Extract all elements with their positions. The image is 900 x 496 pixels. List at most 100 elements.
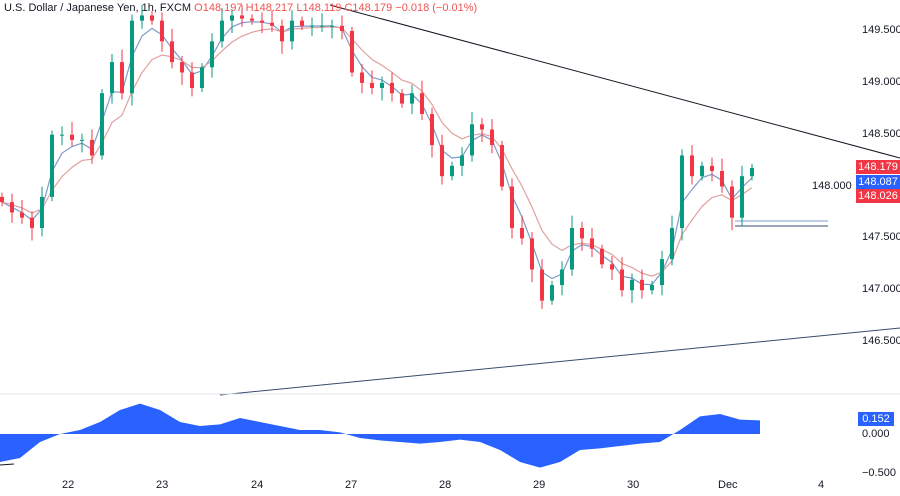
candle-body [210, 41, 214, 68]
price-tag-ema-slow: 148.026 [856, 189, 900, 203]
low-value: L148.119 [296, 2, 342, 14]
candle-body [420, 93, 424, 114]
candle-body [350, 31, 354, 73]
candle-body [700, 165, 704, 177]
x-tick-label: 29 [533, 479, 546, 491]
candle-body [140, 15, 144, 21]
candle-body [550, 285, 554, 301]
candle-body [470, 124, 474, 156]
candle-body [670, 228, 674, 260]
candle-body [160, 20, 164, 42]
candle-body [170, 41, 174, 63]
candle-body [530, 238, 534, 270]
candle-body [560, 269, 564, 286]
candle-body [290, 20, 294, 42]
candle-body [0, 196, 4, 203]
candle-body [430, 113, 434, 146]
candle-body [70, 134, 74, 140]
candle-body [440, 145, 444, 177]
candle-body [690, 155, 694, 177]
candle-body [100, 93, 104, 156]
candle-body [260, 20, 264, 23]
candle-body [20, 212, 24, 218]
candle-body [200, 67, 204, 89]
candle-body [390, 82, 394, 94]
candle-body [730, 186, 734, 218]
candle-body [60, 134, 64, 136]
candle-body [480, 124, 484, 130]
candle-body [500, 145, 504, 187]
candle-body [120, 62, 124, 94]
candle-body [750, 167, 754, 177]
candle-body [80, 139, 84, 141]
candle-body [250, 18, 254, 21]
x-tick-label: 28 [439, 479, 452, 491]
candle-body [190, 72, 194, 89]
oscillator-area [0, 403, 760, 468]
candle-body [680, 155, 684, 229]
y-tick-label: 148.000 [812, 179, 852, 192]
candle-body [280, 25, 284, 42]
candle-body [230, 15, 234, 21]
candle-body [340, 25, 344, 31]
candle-body [640, 279, 644, 291]
y-tick-label: 148.500 [862, 127, 900, 140]
candle-body [150, 15, 154, 21]
candle-body [450, 165, 454, 177]
candle-body [180, 62, 184, 73]
osc-tick-label: 0.000 [862, 428, 890, 440]
price-tag-ema-fast: 148.087 [856, 175, 900, 189]
x-tick-label: 24 [251, 479, 264, 491]
y-tick-label: 149.500 [862, 24, 900, 36]
candle-body [360, 72, 364, 83]
ema-slow-line [1, 26, 753, 277]
candle-body [310, 25, 314, 27]
close-value: C148.179 [344, 2, 393, 14]
candle-body [600, 248, 604, 265]
trend-line-upper [329, 4, 900, 159]
osc-tick-label: −0.500 [862, 467, 896, 479]
candle-body [580, 228, 584, 239]
candle-body [50, 134, 54, 197]
y-tick-label: 146.500 [862, 335, 900, 348]
candle-body [740, 176, 744, 218]
candle-body [110, 62, 114, 94]
candle-body [380, 82, 384, 89]
change-value: −0.018 (−0.01%) [395, 2, 478, 14]
x-tick-label: Dec [718, 479, 738, 491]
y-tick-label: 149.000 [862, 75, 900, 88]
candle-body [330, 25, 334, 27]
candle-body [650, 285, 654, 291]
high-value: H148.217 [245, 2, 294, 14]
open-value: O148.197 [194, 2, 243, 14]
price-tag-last: 148.179 [856, 160, 900, 174]
candle-body [710, 165, 714, 171]
oscillator-marker [0, 463, 15, 466]
y-tick-label: 147.500 [862, 231, 900, 244]
candle-body [270, 22, 274, 26]
y-tick-label: 147.000 [862, 283, 900, 296]
candle-body [460, 155, 464, 166]
osc-tag: 0.152 [858, 412, 894, 426]
candle-body [630, 279, 634, 291]
candle-body [590, 238, 594, 249]
candle-body [610, 264, 614, 270]
candle-body [240, 15, 244, 19]
candle-body [370, 82, 374, 89]
candle-body [490, 129, 494, 146]
candle-body [520, 228, 524, 239]
symbol-name: U.S. Dollar / Japanese Yen, 1h, FXCM [4, 2, 192, 14]
candle-body [300, 20, 304, 26]
candle-body [320, 25, 324, 27]
candle-body [660, 259, 664, 286]
candle-body [400, 93, 404, 104]
candle-body [540, 269, 544, 301]
candle-body [570, 228, 574, 270]
candle-body [90, 139, 94, 156]
chart-legend: U.S. Dollar / Japanese Yen, 1h, FXCM O14… [4, 2, 477, 14]
x-tick-label: 30 [627, 479, 640, 491]
ema-fast-line [1, 21, 753, 286]
candle-body [30, 217, 34, 229]
candle-body [410, 93, 414, 104]
